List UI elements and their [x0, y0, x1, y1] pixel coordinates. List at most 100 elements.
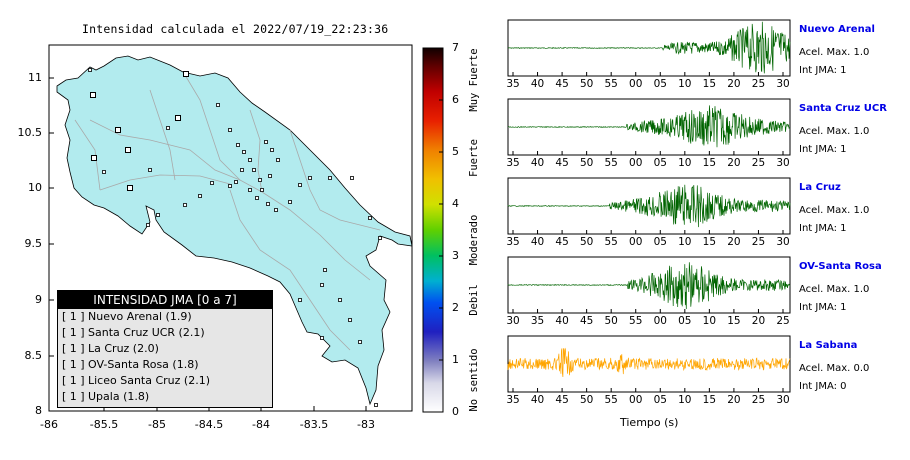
station-marker — [198, 194, 202, 198]
waveform-trace — [507, 347, 791, 378]
waveform-tick-label: 00 — [653, 315, 667, 327]
legend-row-bracket: [ 1 ] — [62, 342, 85, 355]
legend-row-bracket: [ 1 ] — [62, 390, 85, 403]
scale-tick-label: 0 — [452, 405, 459, 418]
station-int: Int JMA: 0 — [799, 381, 847, 392]
waveform-tick-label: 20 — [727, 157, 741, 169]
station-int: Int JMA: 1 — [799, 223, 847, 234]
station-marker — [338, 298, 342, 302]
map-x-tick-label: -83.5 — [299, 418, 329, 431]
station-acel: Acel. Max. 1.0 — [799, 126, 870, 137]
waveform-tick-label: 05 — [653, 78, 667, 90]
waveform-tick-label: 45 — [579, 315, 594, 327]
station-acel: Acel. Max. 1.0 — [799, 284, 870, 295]
legend-row-text: Nuevo Arenal (1.9) — [88, 310, 192, 323]
waveform-tick-label: 55 — [604, 236, 618, 248]
station-marker — [276, 158, 280, 162]
station-marker — [236, 143, 240, 147]
station-marker — [266, 202, 270, 206]
map-y-tick-label: 10.5 — [17, 126, 43, 139]
triggered-station-marker — [127, 185, 133, 191]
waveform-tick-label: 50 — [604, 315, 618, 327]
station-marker — [374, 403, 378, 407]
station-marker — [255, 196, 259, 200]
triggered-station-marker — [125, 147, 131, 153]
legend-row-text: Upala (1.8) — [88, 390, 150, 403]
station-marker — [288, 200, 292, 204]
station-marker — [148, 168, 152, 172]
waveform-tick-label: 15 — [702, 78, 717, 90]
station-marker — [234, 180, 238, 184]
waveform-tick-label: 15 — [727, 315, 741, 327]
legend-row-bracket: [ 1 ] — [62, 310, 85, 323]
waveform-tick-label: 45 — [555, 78, 569, 90]
waveform-tick-label: 30 — [776, 78, 790, 90]
waveform-tick-label: 50 — [579, 78, 594, 90]
waveform-tick-label: 30 — [776, 157, 790, 169]
map-x-tick-label: -85 — [148, 418, 166, 431]
waveform-tick-label: 20 — [727, 236, 741, 248]
scale-tick-label: 2 — [452, 301, 459, 314]
road-line — [184, 74, 241, 181]
station-marker — [260, 188, 264, 192]
station-int: Int JMA: 1 — [799, 302, 847, 313]
station-marker — [146, 223, 150, 227]
waveform-tick-label: 00 — [629, 78, 643, 90]
legend-row-text: La Cruz (2.0) — [88, 342, 159, 355]
waveform-tick-label: 30 — [506, 315, 520, 327]
waveform-tick-label: 40 — [555, 315, 569, 327]
intensity-legend: INTENSIDAD JMA [0 a 7] [ 1 ] Nuevo Arenal… — [57, 290, 273, 408]
station-marker — [320, 283, 324, 287]
station-int: Int JMA: 1 — [799, 65, 847, 76]
triggered-station-marker — [91, 155, 97, 161]
waveform-tick-label: 10 — [678, 394, 692, 406]
station-marker — [210, 181, 214, 185]
map-y-tick-label: 8.5 — [24, 349, 43, 362]
station-acel: Acel. Max. 0.0 — [799, 363, 870, 374]
costa-rica-land — [56, 55, 413, 406]
station-marker — [264, 140, 268, 144]
waveform-trace — [507, 262, 791, 310]
legend-row: [ 1 ] Nuevo Arenal (1.9) — [58, 309, 272, 325]
station-marker — [156, 213, 160, 217]
station-name: La Cruz — [799, 182, 841, 193]
waveform-tick-label: 30 — [776, 394, 790, 406]
station-int: Int JMA: 1 — [799, 144, 847, 155]
waveform-tick-label: 20 — [751, 315, 766, 327]
station-marker — [358, 340, 362, 344]
legend-row-text: OV-Santa Rosa (1.8) — [88, 358, 199, 371]
station-marker — [308, 176, 312, 180]
time-axis-label: Tiempo (s) — [620, 416, 679, 429]
station-marker — [166, 126, 170, 130]
map-x-tick-label: -86 — [40, 418, 58, 431]
legend-row: [ 1 ] Santa Cruz UCR (2.1) — [58, 325, 272, 341]
station-name: OV-Santa Rosa — [799, 261, 882, 272]
waveform-tick-label: 10 — [678, 236, 692, 248]
waveform-tick-label: 55 — [604, 78, 618, 90]
station-marker — [248, 188, 252, 192]
waveform-tick-label: 30 — [776, 236, 790, 248]
legend-row: [ 1 ] Upala (1.8) — [58, 389, 272, 405]
waveform-tick-label: 25 — [751, 236, 766, 248]
waveform-tick-label: 10 — [678, 157, 692, 169]
legend-row-bracket: [ 1 ] — [62, 374, 85, 387]
map-y-tick-label: 9.5 — [24, 237, 43, 250]
waveform-tick-label: 00 — [629, 394, 643, 406]
map-y-tick-label: 11 — [28, 71, 42, 84]
intensity-color-bar — [422, 47, 444, 413]
waveform-tick-label: 10 — [678, 78, 692, 90]
waveform-tick-label: 05 — [653, 236, 667, 248]
station-marker — [320, 336, 324, 340]
station-marker — [323, 268, 327, 272]
waveform-tick-label: 45 — [555, 394, 569, 406]
waveform-trace — [507, 184, 791, 228]
station-marker — [228, 184, 232, 188]
waveform-tick-label: 35 — [506, 394, 520, 406]
map-y-tick-label: 8 — [35, 404, 42, 417]
road-line — [289, 129, 381, 231]
scale-tick-label: 5 — [452, 145, 459, 158]
map-title: Intensidad calculada el 2022/07/19_22:23… — [82, 22, 389, 36]
road-line — [229, 189, 351, 351]
triggered-station-marker — [183, 71, 189, 77]
waveform-trace — [508, 21, 791, 74]
